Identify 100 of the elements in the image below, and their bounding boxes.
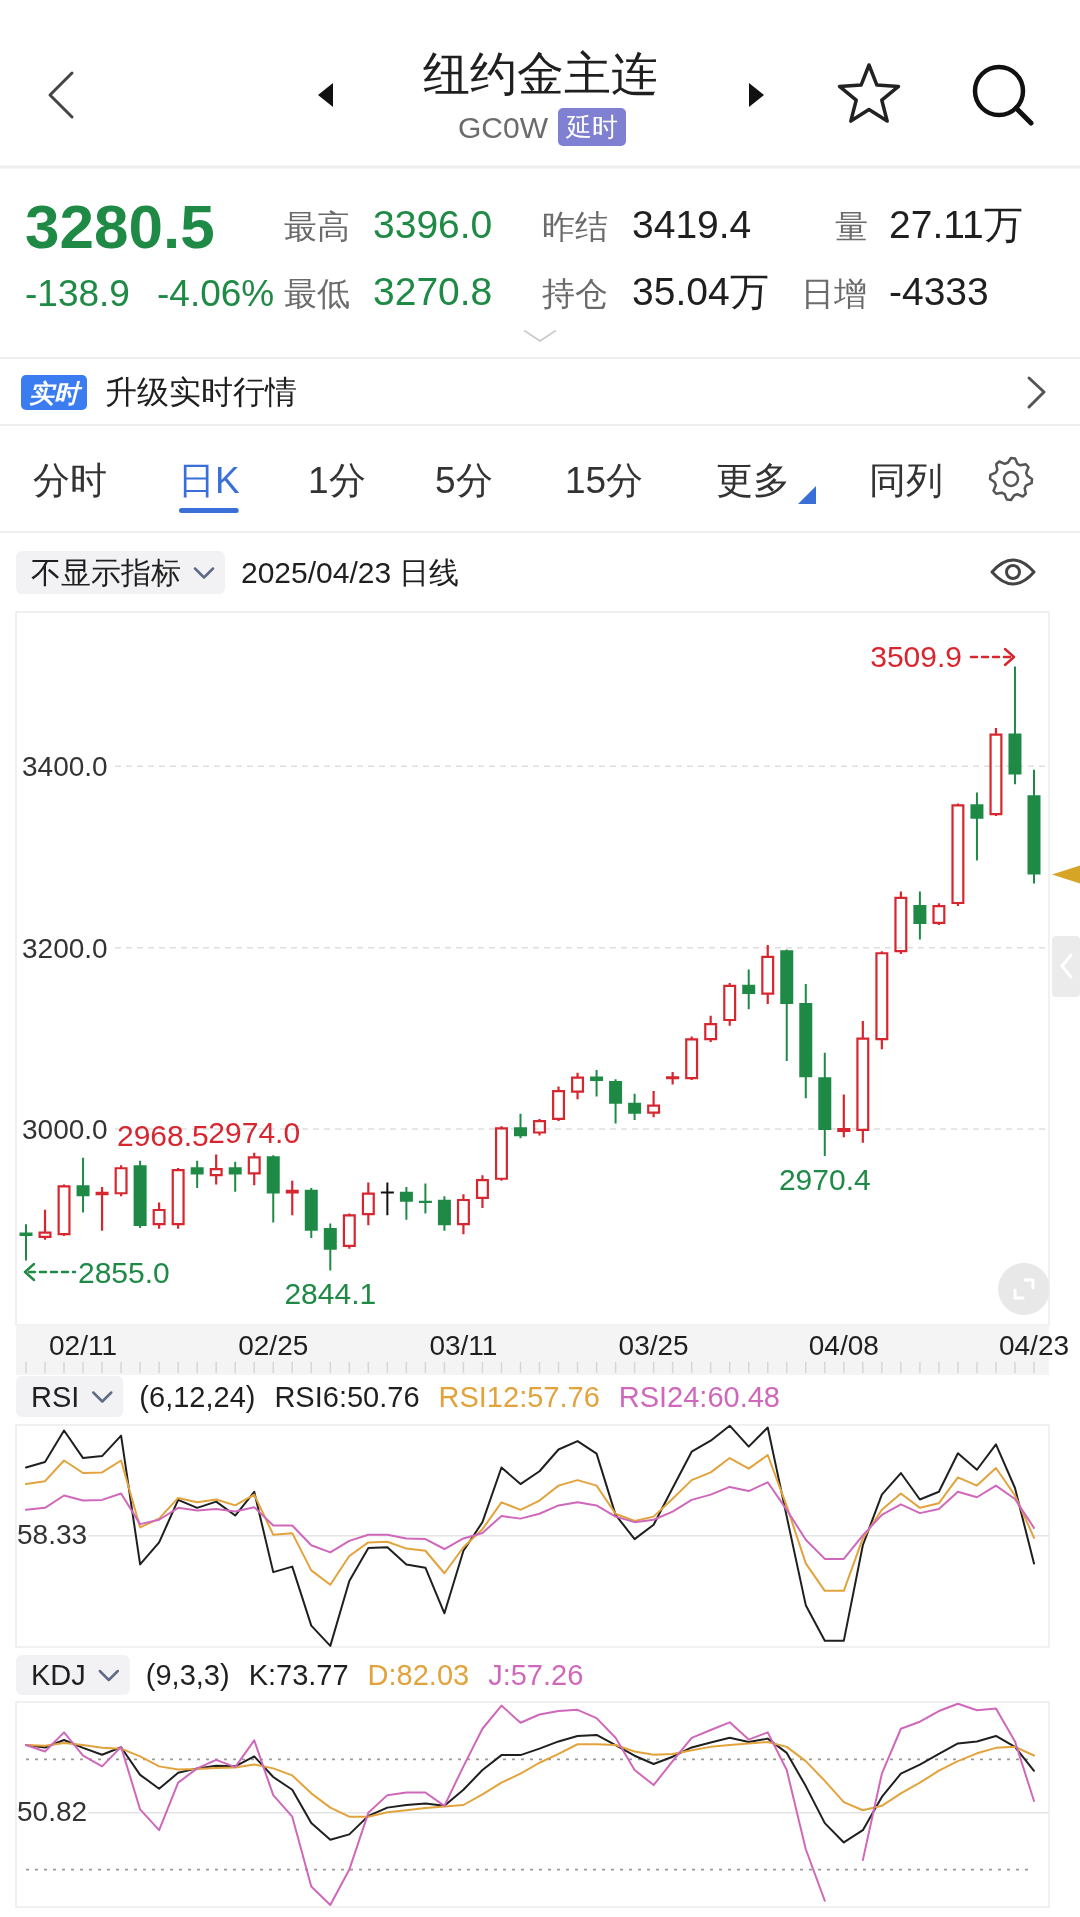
candlestick [133,1159,147,1229]
text: 日增 [801,275,867,312]
annotation: 50.82 [17,1795,88,1827]
text: 27.11万 [889,203,1023,246]
text: 3270.8 [373,270,493,313]
text: 纽约金主连 [422,47,658,100]
candlestick [475,1174,489,1210]
candlestick [76,1156,90,1214]
text: 3396.0 [373,203,493,246]
text: 延时 [565,112,618,143]
candlestick [361,1181,375,1227]
candlestick [266,1154,280,1224]
text: 35.04万 [632,270,769,313]
chart-subtitle: (6,12,24) [139,1380,256,1413]
candlestick [304,1187,318,1239]
annotation: 3509.9 [870,640,962,673]
text: 量 [835,208,868,245]
annotation: 58.33 [17,1518,88,1550]
text: GC0W [458,111,549,144]
candlestick [533,1117,547,1137]
candlestick [628,1092,642,1121]
candlestick [894,890,908,956]
text: -4333 [889,270,989,313]
text: 1分 [308,460,366,501]
candlestick [590,1069,604,1098]
text: D:82.03 [367,1659,470,1692]
candlestick [647,1089,661,1119]
y-tick-label: 3400.0 [22,751,108,783]
candlestick [323,1222,337,1272]
candlestick [171,1166,185,1230]
chart-subtitle: (9,3,3) [145,1659,230,1692]
text: 最高 [284,208,350,245]
candlestick [228,1160,242,1193]
candlestick [494,1125,508,1182]
series-label: J:57.26 [488,1659,584,1692]
text: 分时 [33,460,107,501]
candlestick [875,950,889,1051]
chart-title: RSI [31,1380,80,1413]
text: 持仓 [542,275,608,312]
text: -138.9 [25,273,130,314]
text: 同列 [869,460,943,501]
candlestick [437,1195,451,1232]
candlestick [342,1212,356,1250]
candlestick [19,1223,33,1262]
text: -4.06% [157,273,275,314]
annotation: 2844.1 [284,1277,377,1311]
x-tick-label: 03/11 [429,1330,498,1361]
candlestick [418,1182,432,1215]
candlestick [571,1071,585,1101]
candlestick [57,1183,71,1238]
candlestick [799,982,813,1100]
text: RSI12:57.76 [438,1380,600,1413]
candlestick [609,1078,623,1125]
text: 日K [178,460,240,501]
text: 15分 [565,460,644,501]
text: 5分 [435,460,493,501]
y-tick-label: 3000.0 [22,1114,108,1146]
candlestick [780,948,794,1063]
candlestick [856,1020,870,1144]
candlestick [761,943,775,1005]
candlestick [970,791,984,862]
x-tick-label: 02/25 [238,1330,309,1361]
candlestick [818,1051,832,1157]
x-tick-label: 04/23 [998,1330,1070,1361]
candlestick [95,1186,109,1232]
text: 3419.4 [632,203,752,246]
candlestick [723,981,737,1027]
candlestick [932,902,946,927]
candlestick [951,802,965,908]
candlestick [989,727,1003,818]
annotation: 2974.0 [208,1115,301,1149]
candlestick [1008,665,1022,786]
candlestick [285,1179,299,1217]
candlestick [513,1112,527,1140]
candlestick [1027,768,1041,885]
text: RSI24:60.48 [618,1380,780,1413]
annotation: 2855.0 [78,1255,170,1289]
chart-subtitle: 2025/04/23 日线 [241,556,460,590]
candlestick [742,968,756,1011]
candlestick [399,1186,413,1221]
candlestick [552,1085,566,1122]
annotation: 2970.4 [778,1162,871,1196]
text: K:73.77 [248,1659,349,1692]
candlestick [837,1093,851,1139]
text: 实时 [29,378,83,407]
text: 升级实时行情 [105,374,297,410]
x-tick-label: 03/25 [618,1330,689,1361]
text: 昨结 [542,208,608,245]
y-tick-label: 3200.0 [22,932,108,964]
x-tick-label: 04/08 [808,1330,879,1361]
text: 3280.5 [25,192,215,261]
annotation: 2968.5 [117,1119,209,1152]
text: 更多 [716,460,790,501]
candlestick [247,1151,261,1187]
chart-title: KDJ [31,1659,86,1692]
candlestick [114,1164,128,1198]
text: RSI6:50.76 [274,1380,420,1413]
candlestick [666,1070,680,1086]
candlestick [913,890,927,941]
candlestick [38,1208,52,1241]
